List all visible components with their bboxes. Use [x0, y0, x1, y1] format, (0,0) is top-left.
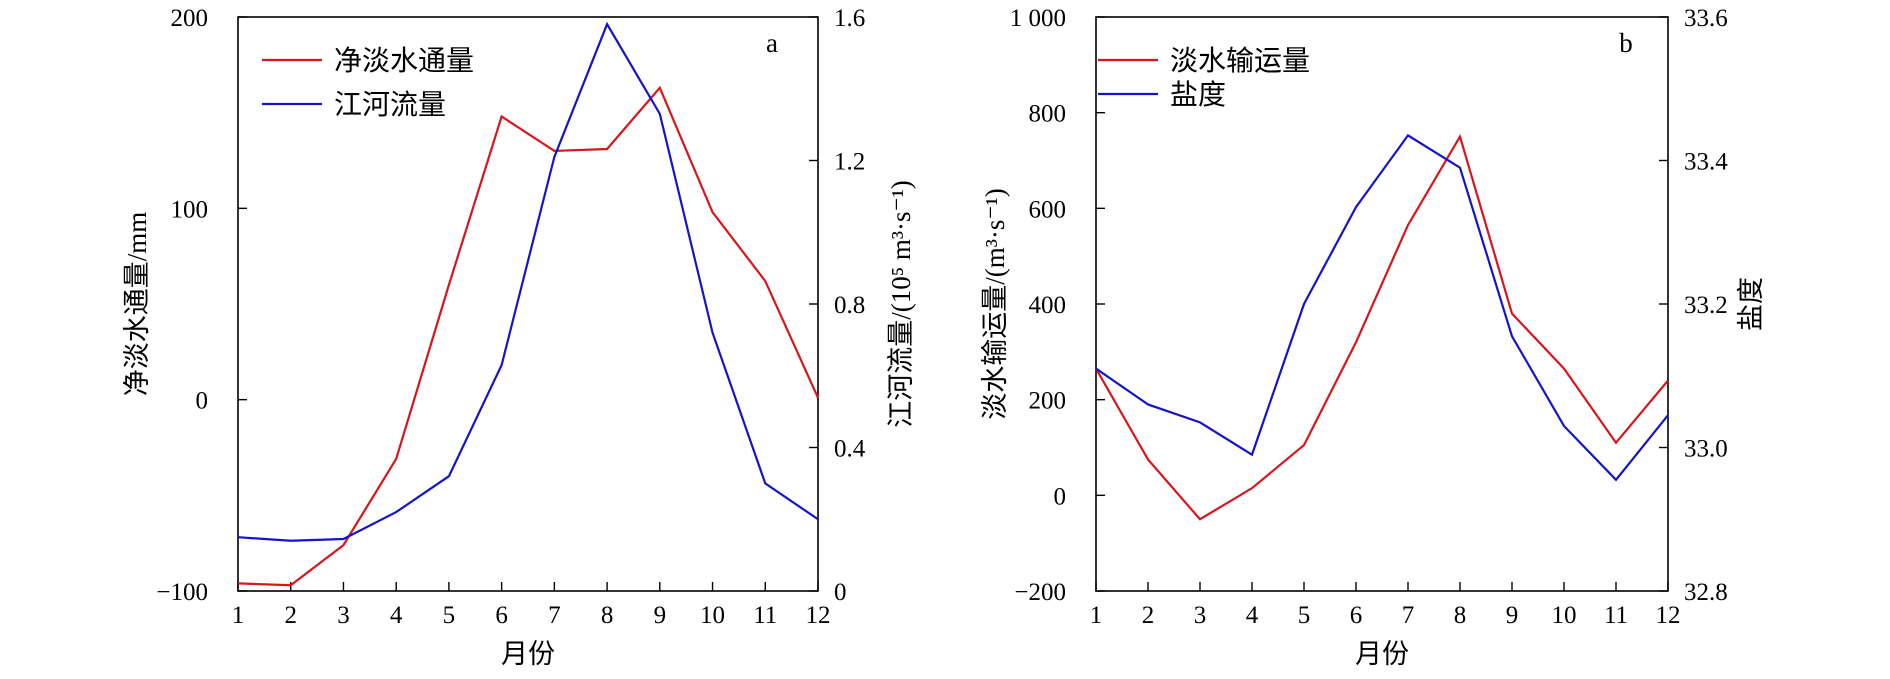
x-tick-label: 9: [1506, 602, 1519, 629]
x-axis-label: 月份: [1355, 639, 1409, 669]
x-tick-label: 2: [1142, 602, 1155, 629]
y-left-tick-label: 400: [1029, 292, 1067, 319]
x-tick-label: 2: [284, 602, 297, 629]
y-right-tick-label: 33.4: [1684, 149, 1728, 176]
series-line-1: [237, 85, 820, 587]
x-tick-label: 12: [1656, 602, 1681, 629]
plot-frame: [237, 16, 819, 592]
x-tick-label: 5: [1298, 602, 1311, 629]
series-line-2: [237, 21, 819, 542]
x-tick-label: 10: [700, 602, 725, 629]
x-tick-label: 7: [1402, 602, 1415, 629]
x-tick-label: 12: [806, 602, 831, 629]
y-right-axis-label: 江河流量/(10⁵ m³·s⁻¹): [886, 180, 916, 428]
x-tick-label: 5: [443, 602, 456, 629]
x-tick-label: 8: [1454, 602, 1467, 629]
y-right-tick-label: 33.0: [1684, 436, 1728, 463]
legend-label: 盐度: [1170, 79, 1226, 111]
panel-letter: b: [1619, 28, 1633, 58]
panel-letter: a: [766, 28, 778, 58]
y-left-tick-label: 0: [196, 388, 209, 415]
y-right-tick-label: 0.8: [834, 292, 865, 319]
x-tick-label: 7: [548, 602, 561, 629]
series-line-2: [1095, 133, 1669, 482]
x-axis-label: 月份: [501, 639, 555, 669]
x-tick-label: 6: [495, 602, 508, 629]
x-tick-label: 1: [1090, 602, 1103, 629]
y-right-axis-label: 盐度: [1736, 277, 1766, 331]
legend-label: 淡水输运量: [1170, 45, 1310, 77]
y-left-tick-label: 100: [171, 196, 209, 223]
y-left-tick-label: 200: [1029, 388, 1067, 415]
x-tick-label: 11: [753, 602, 777, 629]
y-right-tick-label: 1.6: [834, 5, 865, 32]
y-left-tick-label: 1 000: [1010, 5, 1066, 32]
y-right-tick-label: 0.4: [834, 436, 866, 463]
legend-label: 江河流量: [334, 89, 446, 121]
x-tick-label: 4: [390, 602, 403, 629]
x-tick-label: 9: [654, 602, 667, 629]
y-right-tick-label: 32.8: [1684, 579, 1728, 606]
y-left-tick-label: −200: [1014, 579, 1066, 606]
x-tick-label: 8: [601, 602, 614, 629]
x-tick-label: 6: [1350, 602, 1363, 629]
y-right-tick-label: 1.2: [834, 149, 865, 176]
x-tick-label: 1: [232, 602, 245, 629]
x-tick-label: 3: [1194, 602, 1207, 629]
y-right-tick-label: 33.6: [1684, 5, 1728, 32]
y-right-tick-label: 33.2: [1684, 292, 1728, 319]
x-tick-label: 4: [1246, 602, 1259, 629]
y-left-tick-label: 200: [171, 5, 209, 32]
y-left-axis-label: 淡水输运量/(m³·s⁻¹): [980, 188, 1010, 419]
y-left-tick-label: 600: [1029, 196, 1067, 223]
y-left-tick-label: −100: [156, 579, 208, 606]
y-left-tick-label: 800: [1029, 101, 1067, 128]
panel-a: 1 2 3 4 5 6 7 8 9 10 11 12月份−100010020000.40.81.21.…: [122, 5, 916, 669]
legend-label: 净淡水通量: [334, 45, 474, 77]
x-tick-label: 11: [1604, 602, 1628, 629]
y-left-tick-label: 0: [1054, 483, 1067, 510]
x-tick-label: 10: [1552, 602, 1577, 629]
y-right-tick-label: 0: [834, 579, 847, 606]
series-line-1: [1095, 133, 1669, 521]
x-tick-label: 3: [337, 602, 350, 629]
y-left-axis-label: 净淡水通量/mm: [122, 212, 152, 397]
